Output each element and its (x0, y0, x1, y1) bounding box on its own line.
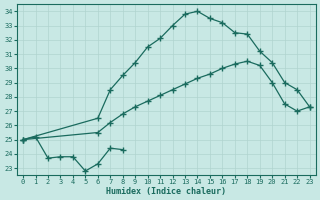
X-axis label: Humidex (Indice chaleur): Humidex (Indice chaleur) (106, 187, 226, 196)
